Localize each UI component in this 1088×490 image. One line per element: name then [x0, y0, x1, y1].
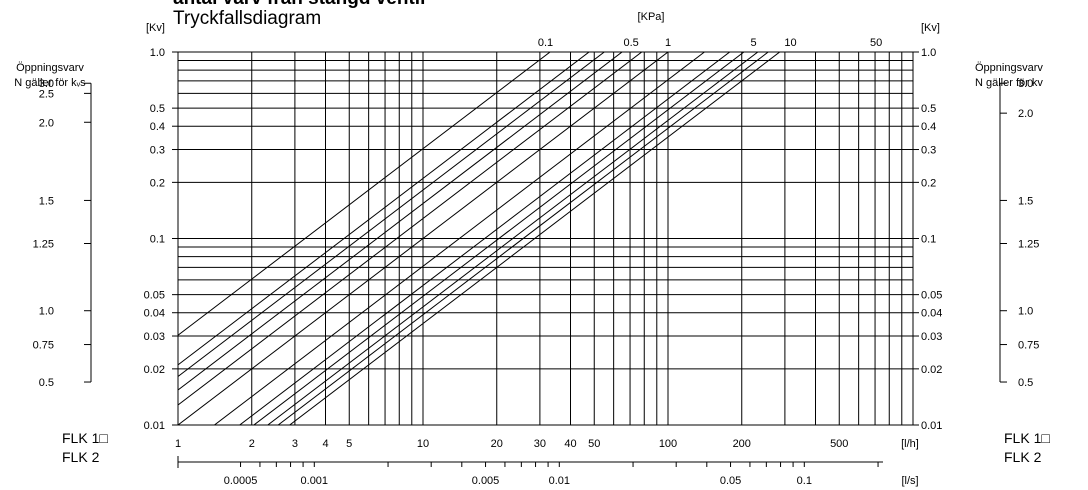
- x-tick-label-ls: 0.1: [797, 475, 812, 487]
- y-tick-label-left: 0.02: [144, 364, 165, 376]
- y-tick-label-left: 0.2: [150, 177, 165, 189]
- chart-title: Tryckfallsdiagram: [173, 8, 322, 29]
- opening-label-left: 1.0: [39, 306, 54, 318]
- y-tick-label-right: 0.3: [921, 145, 936, 157]
- model-label-flk1-right: FLK 1□: [1004, 430, 1050, 446]
- y-tick-label-left: 0.01: [144, 420, 165, 432]
- opening-label-right: 1.5: [1018, 195, 1033, 207]
- opening-label-left: 0.75: [33, 340, 54, 352]
- x-tick-label-ls: 0.001: [301, 475, 329, 487]
- model-label-flk1-left: FLK 1□: [62, 430, 108, 446]
- y-axis-unit-right: [Kv]: [921, 22, 940, 34]
- x-tick-label-lh: 500: [830, 438, 848, 450]
- x-tick-label-lh: 1: [175, 438, 181, 450]
- series-line: [277, 52, 770, 425]
- y-tick-label-left: 0.03: [144, 331, 165, 343]
- pressure-tick-label: 50: [870, 37, 882, 49]
- y-tick-label-right: 1.0: [921, 47, 936, 59]
- x-tick-label-ls: 0.0005: [224, 475, 258, 487]
- x-axis-unit-lh: [l/h]: [901, 438, 919, 450]
- pressure-axis-unit: [KPa]: [638, 11, 665, 23]
- y-tick-label-left: 0.4: [150, 121, 165, 133]
- y-tick-label-right: 0.1: [921, 234, 936, 246]
- y-tick-label-left: 0.1: [150, 234, 165, 246]
- model-label-flk2-left: FLK 2: [62, 449, 100, 465]
- x-tick-label-lh: 2: [249, 438, 255, 450]
- opening-scale-title-left: Öppningsvarv: [16, 62, 84, 74]
- y-tick-label-left: 0.05: [144, 290, 165, 302]
- x-tick-label-ls: 0.005: [472, 475, 500, 487]
- x-tick-label-lh: 30: [534, 438, 546, 450]
- opening-label-left: 0.5: [39, 377, 54, 389]
- y-tick-label-right: 0.4: [921, 121, 936, 133]
- y-tick-label-left: 0.5: [150, 103, 165, 115]
- opening-scale-subtitle-right: N gäller för kv: [975, 77, 1043, 89]
- grid-layer: [177, 51, 914, 426]
- series-line: [178, 52, 590, 366]
- cropped-chart-heading: antal varv från stängd ventil: [173, 0, 425, 10]
- opening-label-left: 2.5: [39, 88, 54, 100]
- y-tick-label-left: 1.0: [150, 47, 165, 59]
- x-tick-label-lh: 200: [733, 438, 751, 450]
- series-line: [178, 52, 623, 391]
- pressure-tick-label: 0.1: [538, 37, 553, 49]
- x-tick-label-ls: 0.05: [720, 475, 741, 487]
- x-tick-label-ls: 0.01: [549, 475, 570, 487]
- x-tick-label-lh: 4: [322, 438, 328, 450]
- x-tick-label-lh: 20: [491, 438, 503, 450]
- y-axis-unit-left: [Kv]: [146, 22, 165, 34]
- series-layer: [178, 52, 781, 425]
- x-tick-label-lh: 10: [417, 438, 429, 450]
- series-line: [178, 52, 669, 425]
- opening-label-left: 3.0: [39, 78, 54, 90]
- axes-layer: [84, 51, 1007, 468]
- x-tick-label-lh: 50: [588, 438, 600, 450]
- opening-label-right: 1.25: [1018, 239, 1039, 251]
- y-tick-label-right: 0.01: [921, 420, 942, 432]
- opening-label-left: 2.0: [39, 117, 54, 129]
- y-tick-label-right: 0.5: [921, 103, 936, 115]
- y-tick-label-right: 0.03: [921, 331, 942, 343]
- series-line: [178, 52, 643, 406]
- opening-scale-title-right: Öppningsvarv: [975, 62, 1043, 74]
- opening-label-left: 1.5: [39, 195, 54, 207]
- x-tick-label-lh: 40: [564, 438, 576, 450]
- opening-label-right: 2.0: [1018, 108, 1033, 120]
- labels-layer: [Kv] [Kv] [KPa] [l/h] [l/s] Öppningsvarv…: [14, 11, 1050, 487]
- series-line: [213, 52, 706, 425]
- opening-label-right: 0.75: [1018, 340, 1039, 352]
- pressure-tick-label: 10: [784, 37, 796, 49]
- series-line: [288, 52, 781, 425]
- x-axis-unit-ls: [l/s]: [901, 475, 918, 487]
- series-line: [253, 52, 745, 425]
- opening-label-left: 1.25: [33, 239, 54, 251]
- x-tick-label-lh: 3: [292, 438, 298, 450]
- y-tick-label-right: 0.02: [921, 364, 942, 376]
- x-tick-label-lh: 100: [659, 438, 677, 450]
- opening-label-right: 3.0: [1018, 78, 1033, 90]
- pressure-tick-label: 1: [665, 37, 671, 49]
- y-tick-label-right: 0.04: [921, 308, 942, 320]
- x-tick-label-lh: 5: [346, 438, 352, 450]
- series-line: [178, 52, 551, 336]
- opening-label-right: 0.5: [1018, 377, 1033, 389]
- pressure-tick-label: 5: [751, 37, 757, 49]
- series-line: [266, 52, 759, 425]
- pressure-tick-label: 0.5: [623, 37, 638, 49]
- y-tick-label-right: 0.05: [921, 290, 942, 302]
- y-tick-label-left: 0.3: [150, 145, 165, 157]
- y-tick-label-right: 0.2: [921, 177, 936, 189]
- series-line: [178, 52, 606, 377]
- series-line: [238, 52, 731, 425]
- opening-label-right: 1.0: [1018, 306, 1033, 318]
- opening-scale-subtitle-left: N gäller för kᵥs: [14, 77, 86, 89]
- model-label-flk2-right: FLK 2: [1004, 449, 1042, 465]
- y-tick-label-left: 0.04: [144, 308, 165, 320]
